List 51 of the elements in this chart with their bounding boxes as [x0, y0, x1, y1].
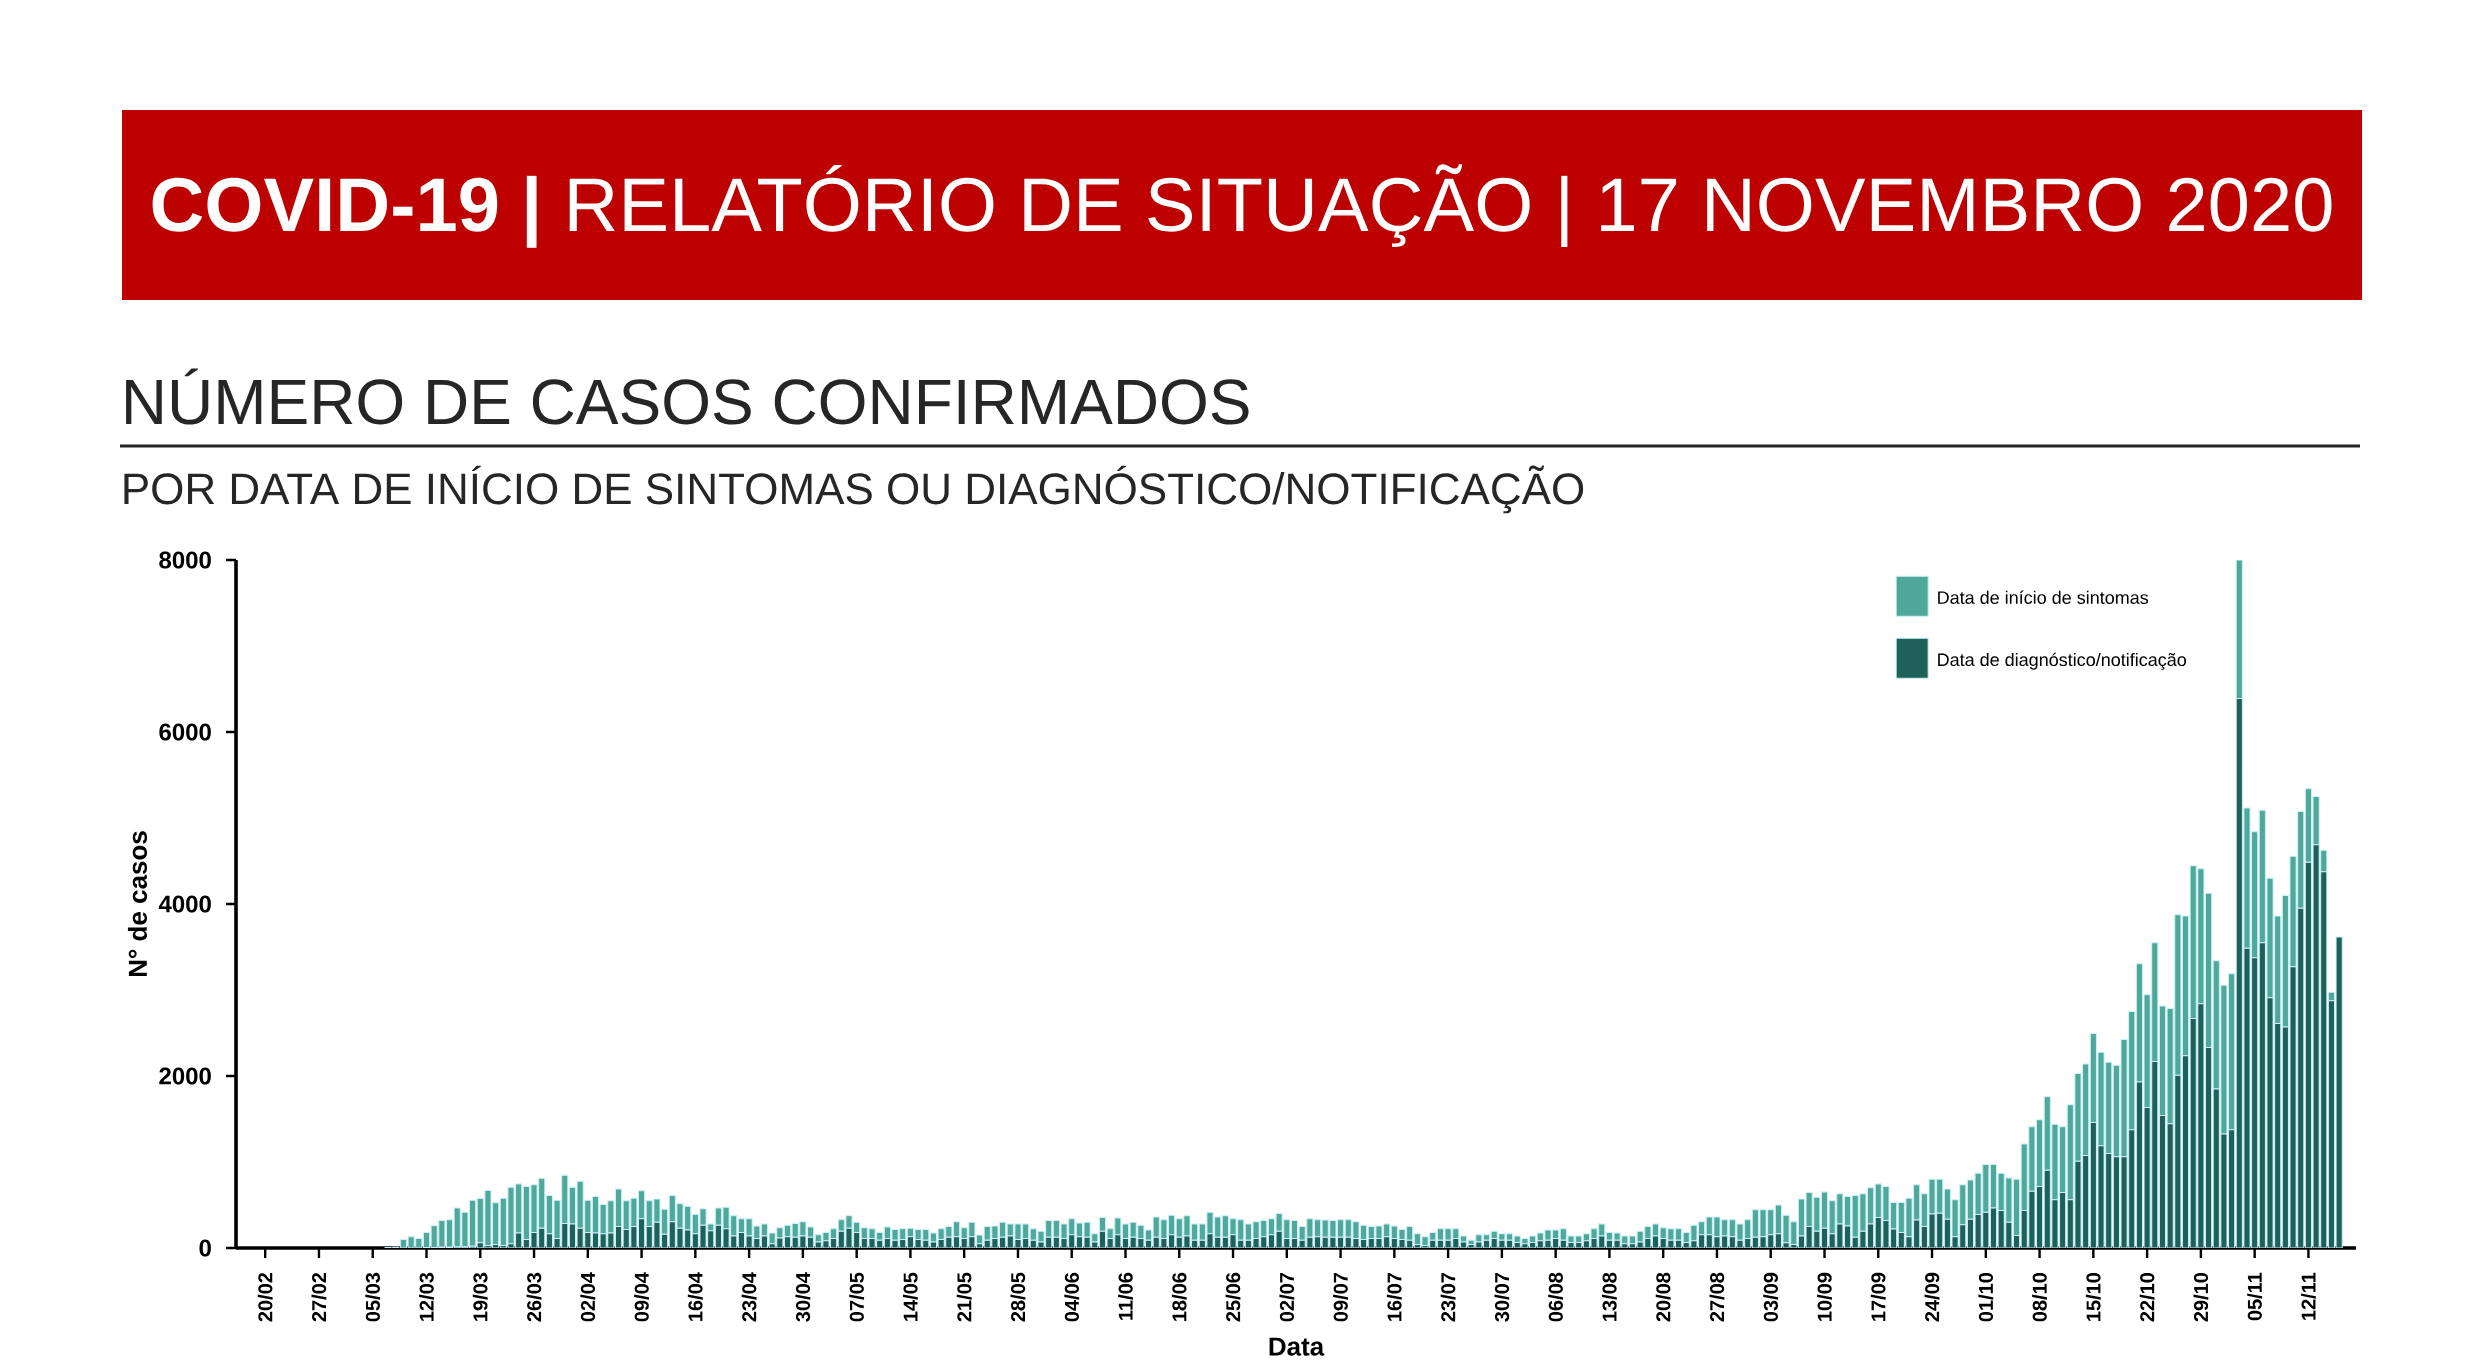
legend-label: Data de diagnóstico/notificação [1938, 652, 2187, 670]
x-tick-label: 10/09 [1817, 1272, 1832, 1321]
legend-label: Data de início de sintomas [1938, 590, 2149, 604]
x-tick-label: 02/04 [580, 1272, 596, 1322]
x-tick-label: 27/02 [311, 1272, 327, 1322]
x-tick-label: 20/08 [1655, 1272, 1671, 1322]
x-tick-label: 11/06 [1118, 1272, 1133, 1320]
x-tick-label: 06/08 [1548, 1272, 1564, 1322]
x-tick-label: 02/07 [1279, 1272, 1295, 1322]
x-tick-label: 07/05 [849, 1272, 865, 1322]
x-tick-label: 17/09 [1870, 1272, 1886, 1321]
x-tick-label: 09/07 [1333, 1272, 1348, 1322]
y-tick-label: 4000 [158, 895, 211, 913]
x-tick-label: 29/10 [2193, 1272, 2209, 1322]
text: POR DATA DE INÍCIO DE SINTOMAS OU DIAGNÓSTICO/NOTIFICAÇÃO [124, 465, 1584, 514]
x-tick-label: 16/07 [1386, 1272, 1402, 1321]
x-tick-label: 01/10 [1978, 1272, 1994, 1322]
chart-subtitle: NÚMERO DE CASOS CONFIRMADOS [126, 368, 1249, 425]
x-tick-label: 24/09 [1924, 1272, 1940, 1322]
x-tick-label: 22/10 [2139, 1272, 2155, 1322]
x-tick-label: 18/06 [1171, 1272, 1187, 1321]
x-tick-label: 23/07 [1440, 1272, 1456, 1322]
x-tick-label: 30/04 [795, 1272, 811, 1322]
y-tick-label: 6000 [159, 723, 211, 741]
x-tick-label: 28/05 [1010, 1272, 1026, 1322]
x-tick-label: 19/03 [472, 1272, 488, 1321]
x-tick-label: 13/08 [1601, 1272, 1617, 1321]
x-tick-label: 21/05 [956, 1272, 972, 1322]
x-tick-label: 25/06 [1225, 1272, 1241, 1322]
x-tick-label: 03/09 [1763, 1272, 1779, 1322]
x-tick-label: 12/03 [419, 1272, 434, 1321]
x-tick-label: 14/05 [902, 1272, 918, 1321]
x-tick-label: 20/02 [257, 1272, 273, 1322]
x-tick-label: 27/08 [1709, 1272, 1725, 1322]
x-axis-title: Data [1269, 1337, 1325, 1356]
x-tick-label: 16/04 [687, 1272, 703, 1321]
x-tick-label: 26/03 [526, 1272, 542, 1322]
y-tick-label: 0 [199, 1239, 211, 1257]
y-tick-label: 8000 [159, 551, 211, 569]
x-tick-label: 23/04 [741, 1272, 757, 1322]
x-tick-label: 05/03 [365, 1272, 381, 1322]
x-tick-label: 30/07 [1494, 1272, 1510, 1322]
chart-title: COVID-19 | RELATÓRIO DE SITUAÇÃO | 17 NOVEMBRO 2020 [152, 164, 2332, 248]
x-tick-label: 09/04 [634, 1272, 649, 1322]
x-tick-label: 05/11 [2247, 1272, 2263, 1321]
x-tick-label: 08/10 [2032, 1272, 2047, 1322]
y-axis-title: N° de casos [127, 831, 148, 977]
x-tick-label: 04/06 [1064, 1272, 1080, 1322]
x-tick-label: 12/11 [2300, 1272, 2316, 1320]
x-tick-label: 15/10 [2085, 1272, 2101, 1321]
y-tick-label: 2000 [159, 1067, 211, 1085]
